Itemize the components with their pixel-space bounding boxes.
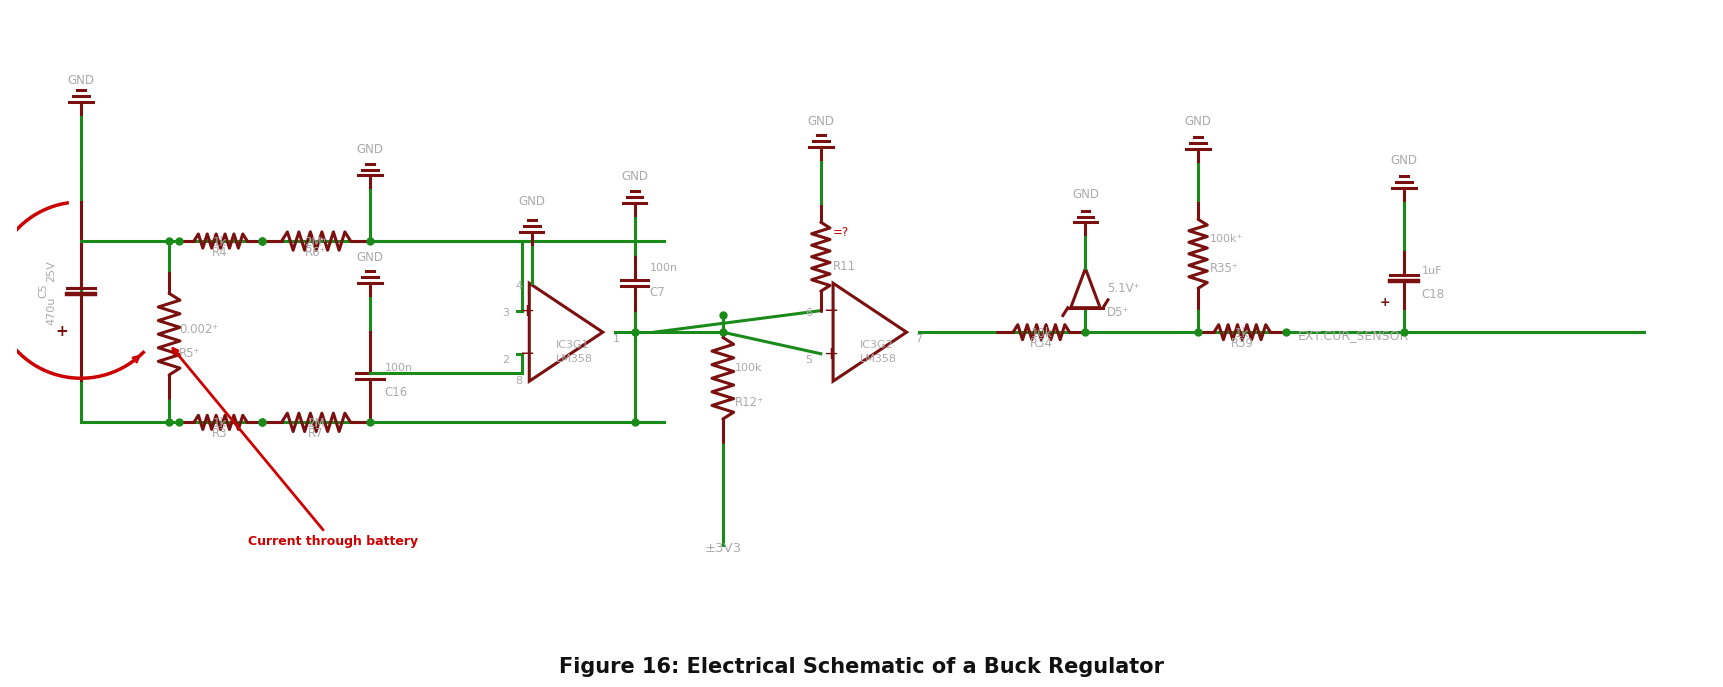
Text: LM358: LM358 [860,354,898,363]
Text: 5.1V⁺: 5.1V⁺ [1106,282,1139,295]
Text: 8: 8 [515,376,522,386]
Text: −: − [519,345,534,363]
Text: =?: =? [832,226,849,239]
Text: C5: C5 [38,284,48,298]
Text: GND: GND [1390,154,1418,167]
Text: 5: 5 [806,354,813,365]
Text: C7: C7 [650,286,665,300]
Text: 2M⁺: 2M⁺ [305,236,327,249]
Text: C16: C16 [384,387,408,399]
Text: R6⁺: R6⁺ [305,246,327,259]
Text: 4: 4 [515,281,522,291]
Text: R5⁺: R5⁺ [179,347,200,360]
Text: R39: R39 [1230,337,1254,350]
Text: 25V: 25V [47,260,57,282]
Text: 100n: 100n [650,264,677,273]
Text: GND: GND [1185,115,1211,128]
Text: 1: 1 [613,334,620,344]
Text: 1uF: 1uF [1421,267,1442,276]
Text: GND: GND [357,251,384,264]
Text: Figure 16: Electrical Schematic of a Buck Regulator: Figure 16: Electrical Schematic of a Buc… [558,657,1165,677]
Text: 1k: 1k [214,417,227,430]
Text: R35⁺: R35⁺ [1210,262,1239,275]
Text: Current through battery: Current through battery [172,348,417,548]
Text: GND: GND [519,195,544,208]
Text: −: − [824,302,837,319]
Text: IC3G2: IC3G2 [860,340,894,350]
Text: 3: 3 [501,308,508,319]
Text: 7: 7 [915,334,922,344]
Text: 470u: 470u [47,297,57,325]
Text: LM358: LM358 [557,354,593,363]
Text: C18: C18 [1421,289,1444,302]
Text: R12⁺: R12⁺ [734,396,763,409]
Text: +: + [519,302,534,319]
Text: 100n: 100n [384,363,414,374]
Text: ±3V3: ±3V3 [705,541,741,554]
Text: GND: GND [620,170,648,183]
Text: GND: GND [808,115,834,128]
Text: IC3G1: IC3G1 [557,340,589,350]
Text: +: + [824,345,837,363]
Text: 6: 6 [806,308,813,319]
Text: EXT.CUR_SENSOR: EXT.CUR_SENSOR [1297,328,1409,341]
Text: R34: R34 [1030,337,1053,350]
Text: R4: R4 [212,246,227,259]
Text: 0.002⁺: 0.002⁺ [179,323,219,336]
Text: R11: R11 [832,260,856,273]
Text: 100k⁺: 100k⁺ [1210,234,1244,244]
Text: +: + [55,324,67,339]
Text: 2: 2 [501,354,508,365]
Text: D5⁺: D5⁺ [1106,306,1130,319]
Text: 10k: 10k [1030,327,1053,340]
Text: 1k: 1k [214,236,227,249]
Text: GND: GND [357,143,384,156]
Text: R3: R3 [212,427,227,440]
Text: GND: GND [67,74,95,87]
Text: GND: GND [1072,188,1099,201]
Text: R7: R7 [308,427,324,440]
Text: 100k: 100k [734,363,762,374]
Text: +: + [1380,296,1390,309]
Text: 1k: 1k [1235,327,1249,340]
Text: 2M: 2M [307,417,326,430]
